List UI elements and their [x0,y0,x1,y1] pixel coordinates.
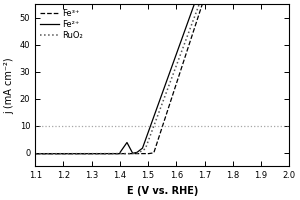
RuO₂ [150,130,154,132]
Fe³⁺ [33,153,37,155]
Line: Fe³⁺: Fe³⁺ [35,0,289,154]
Fe²⁺ [150,120,154,123]
Fe²⁺ [33,153,37,155]
Fe³⁺ [46,153,50,155]
Y-axis label: j (mA cm⁻²): j (mA cm⁻²) [4,57,14,114]
Fe³⁺ [157,136,160,139]
RuO₂ [46,153,50,155]
Fe²⁺ [157,102,160,104]
Legend: Fe³⁺, Fe²⁺, RuO₂: Fe³⁺, Fe²⁺, RuO₂ [39,8,83,41]
Fe³⁺ [150,152,154,154]
RuO₂ [33,153,37,155]
Fe²⁺ [46,153,50,155]
Line: RuO₂: RuO₂ [35,0,289,154]
Line: Fe²⁺: Fe²⁺ [35,0,289,154]
X-axis label: E (V vs. RHE): E (V vs. RHE) [127,186,198,196]
RuO₂ [157,112,160,114]
